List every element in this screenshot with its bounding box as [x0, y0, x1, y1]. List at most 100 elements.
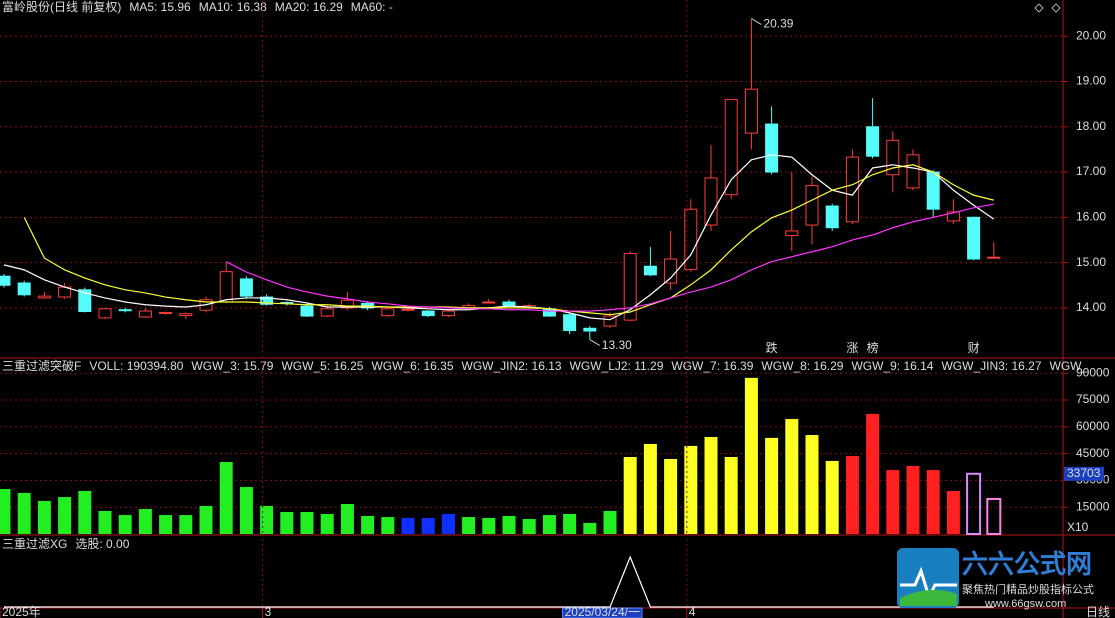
annotation: 20.39 [763, 17, 793, 31]
volume-bar [381, 517, 395, 534]
x-tick-label: 4 [689, 605, 696, 618]
period-label: 日线 [1086, 605, 1110, 618]
event-marker: 涨 [846, 340, 858, 355]
candle-body [179, 313, 193, 317]
volume-bar [37, 500, 51, 534]
volume-bar [0, 488, 11, 534]
candle-body [623, 253, 637, 321]
header-item: 三重过滤XG [2, 537, 67, 551]
candle-body [37, 295, 51, 299]
candle-body [482, 301, 496, 304]
volume-bar [320, 513, 334, 534]
volume-bar [502, 515, 516, 534]
y-tick-label: 75000 [1076, 392, 1110, 406]
candle-body [563, 314, 577, 332]
x-tick-label: 2025年 [2, 605, 41, 618]
header-item: WGW_5: 16.25 [281, 359, 363, 373]
logo-url: www.66gsw.com [984, 598, 1066, 610]
candle-body [805, 185, 819, 226]
volume-bar [886, 470, 900, 534]
logo-pulse [900, 566, 957, 602]
candle-body [987, 256, 1001, 259]
volume-bar [159, 515, 173, 534]
ma-line [23, 164, 994, 316]
volume-bar [805, 435, 819, 534]
candle-body [340, 299, 354, 309]
x-tick-label: 3 [265, 605, 272, 618]
candle-body [664, 258, 678, 284]
candle-body [0, 275, 11, 286]
candle-body [765, 123, 779, 173]
header-item: WGW_7: 16.39 [671, 359, 753, 373]
candle-body [603, 315, 617, 327]
volume-bar [825, 460, 839, 534]
header-item: WGW_9: 16.14 [851, 359, 933, 373]
icon-button[interactable] [1034, 3, 1044, 13]
candle-body [704, 177, 718, 226]
candle-body [441, 310, 455, 317]
header-item: WGW_LJ2: 11.29 [570, 359, 664, 373]
volume-bar [522, 518, 536, 534]
annotation-pointer [589, 339, 601, 347]
volume-bar [98, 510, 112, 534]
candle-body [118, 309, 132, 312]
y-tick-label: 16.00 [1076, 210, 1106, 224]
candle-body [219, 271, 233, 303]
scale-note: X10 [1067, 520, 1089, 534]
y-tick-label: 15000 [1076, 499, 1110, 513]
candle-body [583, 327, 597, 332]
volume-bar [542, 515, 556, 534]
volume-bar [906, 465, 920, 534]
candle-body [643, 265, 657, 276]
header-item: MA10: 16.38 [199, 0, 267, 14]
volume-bar [421, 517, 435, 534]
candle-body [684, 208, 698, 270]
volume-bar [17, 492, 31, 534]
volume-bar [340, 503, 354, 534]
candle-body [17, 282, 31, 296]
candle-body [159, 311, 173, 314]
candle-body [401, 308, 415, 311]
volume-bar [603, 510, 617, 534]
current-value-box [1064, 466, 1104, 481]
candle-body [320, 308, 334, 317]
candle-body [98, 308, 112, 319]
current-value-label: 33703 [1067, 466, 1101, 480]
header-item: WGW_ [1050, 359, 1089, 373]
y-tick-label: 14.00 [1076, 300, 1106, 314]
volume-bar [300, 512, 314, 534]
logo-name: 六六公式网 [962, 549, 1092, 579]
event-marker: 财 [968, 341, 980, 355]
y-tick-label: 19.00 [1076, 74, 1106, 88]
volume-bar [724, 457, 738, 534]
volume-bar [118, 515, 132, 534]
header-item: WGW_JIN2: 16.13 [462, 359, 562, 373]
candle-body [866, 126, 880, 157]
y-tick-label: 90000 [1076, 365, 1110, 379]
candle-body [724, 99, 738, 196]
candle-body [926, 171, 940, 210]
cursor-date: 2025/03/24/一 [565, 605, 640, 618]
event-marker: 跌 [766, 340, 778, 355]
header-item: WGW_JIN3: 16.27 [941, 359, 1041, 373]
volume-bar [765, 437, 779, 534]
candle-body [239, 278, 253, 297]
volume-bar [684, 445, 698, 534]
annotation-pointer [751, 18, 762, 25]
signal-line [4, 555, 994, 608]
volume-bar [78, 490, 92, 534]
candle-body [845, 156, 859, 223]
volume-bar [926, 470, 940, 534]
volume-bar [866, 413, 880, 534]
icon-button[interactable] [1051, 3, 1061, 13]
volume-bar [482, 517, 496, 534]
volume-bar [704, 436, 718, 534]
candle-body [886, 139, 900, 176]
ma-line [3, 154, 995, 321]
candle-body [421, 310, 435, 317]
volume-bar [643, 443, 657, 534]
logo-slogan: 聚焦热门精品炒股指标公式 [962, 582, 1094, 596]
header-item: WGW_3: 15.79 [191, 359, 273, 373]
volume-bar [199, 505, 213, 534]
volume-bar [219, 462, 233, 534]
